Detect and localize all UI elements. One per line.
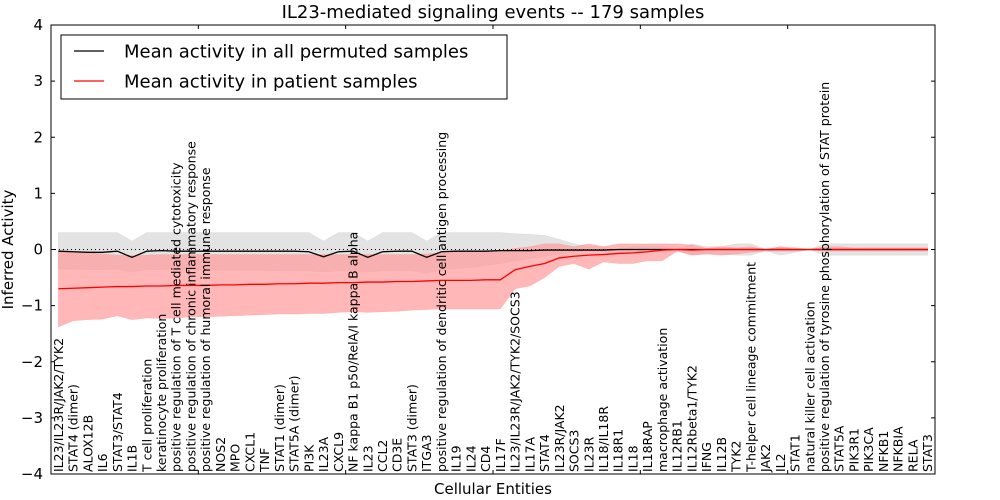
x-category-label: IL1B xyxy=(125,445,140,472)
x-category-label: NF kappa B1 p50/RelA/I kappa B alpha xyxy=(346,232,361,472)
x-axis-label: Cellular Entities xyxy=(434,480,552,498)
x-category-label: IL18R1 xyxy=(611,429,626,472)
x-category-label: keratinocyte proliferation xyxy=(154,314,169,472)
band-patient xyxy=(58,243,928,328)
x-category-label: NOS2 xyxy=(213,437,228,472)
x-category-label: STAT5A xyxy=(832,425,847,472)
y-tick-label: −3 xyxy=(21,409,43,427)
x-category-label: STAT4 (dimer) xyxy=(66,384,81,472)
y-tick-label: −2 xyxy=(21,353,43,371)
x-category-label: SOCS3 xyxy=(567,430,582,472)
x-category-label: NFKB1 xyxy=(876,431,891,472)
legend-label-patient: Mean activity in patient samples xyxy=(124,72,418,93)
y-axis-label: Inferred Activity xyxy=(0,189,17,309)
x-category-label: IL18RAP xyxy=(640,421,655,472)
x-category-label: IFNG xyxy=(699,442,714,472)
x-category-label: positive regulation of T cell mediated c… xyxy=(169,162,184,472)
y-tick-label: 3 xyxy=(33,72,43,90)
x-category-label: CD4 xyxy=(478,446,493,472)
x-category-label: MPO xyxy=(228,444,243,472)
x-category-label: IL12B xyxy=(714,437,729,472)
x-category-label: IL18/IL18R xyxy=(596,406,611,472)
x-category-label: STAT1 xyxy=(788,434,803,472)
x-category-label: STAT4 xyxy=(537,434,552,472)
x-category-label: IL12RB1 xyxy=(670,420,685,472)
legend-box xyxy=(60,34,508,100)
x-category-label: T cell proliferation xyxy=(139,359,154,473)
x-category-label: RELA xyxy=(905,439,920,472)
x-category-label: JAK2 xyxy=(758,444,773,473)
x-category-label: positive regulation of dendritic cell an… xyxy=(434,132,449,472)
x-category-label: T-helper cell lineage commitment xyxy=(743,262,758,473)
x-category-label: IL17A xyxy=(522,436,537,472)
line-patient xyxy=(58,248,928,290)
x-category-label: CCL2 xyxy=(375,440,390,472)
y-tick-label: −1 xyxy=(21,297,43,315)
x-category-label: ITGA3 xyxy=(419,434,434,472)
y-tick-label: 1 xyxy=(33,184,43,202)
x-category-label: STAT3/STAT4 xyxy=(110,392,125,472)
x-category-label: PI3K xyxy=(301,444,316,472)
x-category-label: IL18 xyxy=(625,445,640,472)
x-category-label: STAT1 (dimer) xyxy=(272,384,287,472)
plot-area: 4 3 2 1 0 −1 −2 −3 −4 IL23/IL23R/JAK2/TYK2 STAT4 (… xyxy=(21,16,936,483)
x-category-label: macrophage activation xyxy=(655,328,670,472)
x-category-label: CXCL9 xyxy=(331,432,346,472)
x-category-label: positive regulation of humoral immune re… xyxy=(198,167,213,472)
y-tick-label: 0 xyxy=(33,241,43,259)
chart-title: IL23-mediated signaling events -- 179 sa… xyxy=(282,2,705,23)
y-tick-label: −4 xyxy=(21,465,43,483)
x-category-label: IL17F xyxy=(493,438,508,472)
x-category-label: IL19 xyxy=(449,445,464,472)
x-category-label: IL23/IL23R/JAK2/TYK2 xyxy=(51,338,66,472)
x-category-label: IL12Rbeta1/TYK2 xyxy=(684,365,699,472)
x-category-label: CXCL1 xyxy=(242,432,257,472)
x-category-label: IL24 xyxy=(463,445,478,472)
x-category-label: IL23R/JAK2 xyxy=(552,404,567,472)
x-category-label: IL23R xyxy=(581,436,596,472)
y-tick-label: 2 xyxy=(33,128,43,146)
x-category-label: positive regulation of tyrosine phosphor… xyxy=(817,82,832,472)
x-category-label: STAT3 (dimer) xyxy=(404,384,419,472)
x-category-label: positive regulation of chronic inflammat… xyxy=(183,141,198,472)
x-category-label: IL23 xyxy=(360,445,375,472)
x-category-label: NFKBIA xyxy=(891,426,906,472)
x-category-label: IL2 xyxy=(773,453,788,472)
x-category-label: IL6 xyxy=(95,453,110,472)
legend-label-permuted: Mean activity in all permuted samples xyxy=(124,42,468,63)
x-category-label: STAT3 xyxy=(920,434,935,472)
x-category-label: CD3E xyxy=(390,438,405,472)
y-tick-label: 4 xyxy=(33,16,43,34)
x-category-label: PIK3CA xyxy=(861,427,876,472)
x-category-label: TNF xyxy=(257,448,272,473)
legend: Mean activity in all permuted samples Me… xyxy=(60,34,508,100)
x-category-label: natural killer cell activation xyxy=(802,301,817,472)
x-category-label: IL23A xyxy=(316,436,331,472)
x-category-label: STAT5A (dimer) xyxy=(287,376,302,472)
x-category-label: PIK3R1 xyxy=(846,428,861,472)
x-category-label: IL23/IL23R/JAK2/TYK2/SOCS3 xyxy=(508,291,523,472)
x-category-label: ALOX12B xyxy=(80,415,95,472)
x-category-label: TYK2 xyxy=(729,441,744,473)
